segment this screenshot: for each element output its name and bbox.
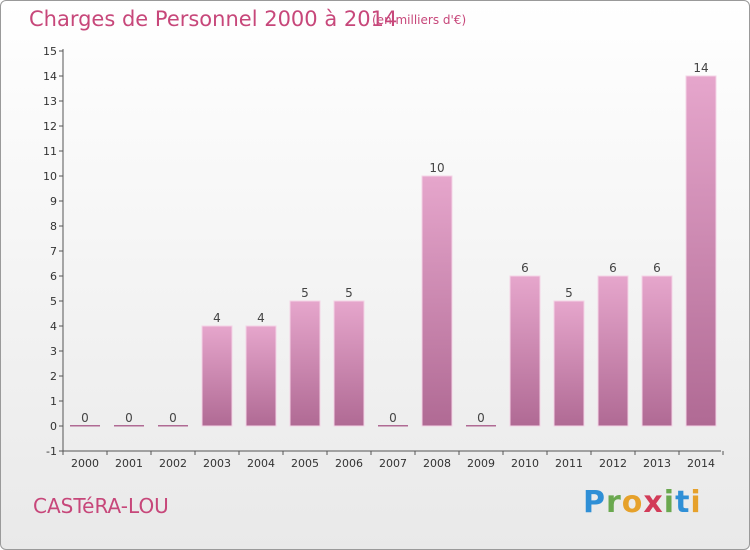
y-tick-label: 8 — [50, 220, 57, 233]
bar-data-label: 6 — [609, 261, 617, 275]
y-tick-label: 11 — [43, 145, 57, 158]
y-tick-label: 9 — [50, 195, 57, 208]
bar — [553, 300, 585, 427]
x-tick-label: 2005 — [291, 457, 319, 470]
y-tick-label: 3 — [50, 345, 57, 358]
bar-data-label: 0 — [389, 411, 397, 425]
chart-bars — [70, 75, 717, 427]
bar — [509, 275, 541, 427]
x-tick-label: 2014 — [687, 457, 715, 470]
x-tick-label: 2007 — [379, 457, 407, 470]
bar — [641, 275, 673, 427]
y-tick-label: 12 — [43, 120, 57, 133]
bar-data-label: 0 — [125, 411, 133, 425]
bar — [201, 325, 233, 427]
y-tick-label: 15 — [43, 45, 57, 58]
bar — [70, 425, 100, 427]
x-tick-label: 2000 — [71, 457, 99, 470]
y-tick-label: 2 — [50, 370, 57, 383]
x-tick-label: 2008 — [423, 457, 451, 470]
bar-data-label: 4 — [257, 311, 265, 325]
bar-data-label: 0 — [81, 411, 89, 425]
x-tick-label: 2013 — [643, 457, 671, 470]
chart-subtitle: (en milliers d'€) — [372, 13, 467, 27]
bar — [158, 425, 188, 427]
x-tick-label: 2004 — [247, 457, 275, 470]
x-tick-label: 2002 — [159, 457, 187, 470]
y-tick-label: 13 — [43, 95, 57, 108]
x-tick-label: 2006 — [335, 457, 363, 470]
x-tick-label: 2010 — [511, 457, 539, 470]
y-tick-label: 0 — [50, 420, 57, 433]
x-tick-label: 2003 — [203, 457, 231, 470]
bar — [114, 425, 144, 427]
town-name: CASTéRA-LOU — [33, 494, 169, 518]
proxiti-logo: Proxiti — [583, 485, 702, 520]
bar-data-label: 14 — [693, 61, 708, 75]
y-tick-label: 7 — [50, 245, 57, 258]
bar-data-label: 5 — [301, 286, 309, 300]
x-tick-label: 2009 — [467, 457, 495, 470]
bar — [333, 300, 365, 427]
y-tick-label: 5 — [50, 295, 57, 308]
y-tick-label: 6 — [50, 270, 57, 283]
bar-data-label: 0 — [169, 411, 177, 425]
bar — [597, 275, 629, 427]
y-tick-label: -1 — [46, 445, 57, 458]
bar-data-label: 0 — [477, 411, 485, 425]
x-tick-label: 2011 — [555, 457, 583, 470]
chart-title: Charges de Personnel 2000 à 2014 — [29, 7, 398, 31]
bar-data-label: 6 — [521, 261, 529, 275]
y-tick-label: 10 — [43, 170, 57, 183]
y-tick-label: 1 — [50, 395, 57, 408]
bar — [685, 75, 717, 427]
bar — [466, 425, 496, 427]
chart-data-labels: 0 0 0 4 4 5 5 0 10 0 6 5 6 6 14 — [81, 61, 708, 425]
x-tick-label: 2001 — [115, 457, 143, 470]
bar-data-label: 5 — [345, 286, 353, 300]
bar-data-label: 6 — [653, 261, 661, 275]
bar — [289, 300, 321, 427]
bar-data-label: 10 — [429, 161, 444, 175]
x-tick-label: 2012 — [599, 457, 627, 470]
bar — [421, 175, 453, 427]
bar-data-label: 4 — [213, 311, 221, 325]
bar — [378, 425, 408, 427]
bar — [245, 325, 277, 427]
y-tick-label: 4 — [50, 320, 57, 333]
y-tick-label: 14 — [43, 70, 57, 83]
bar-data-label: 5 — [565, 286, 573, 300]
